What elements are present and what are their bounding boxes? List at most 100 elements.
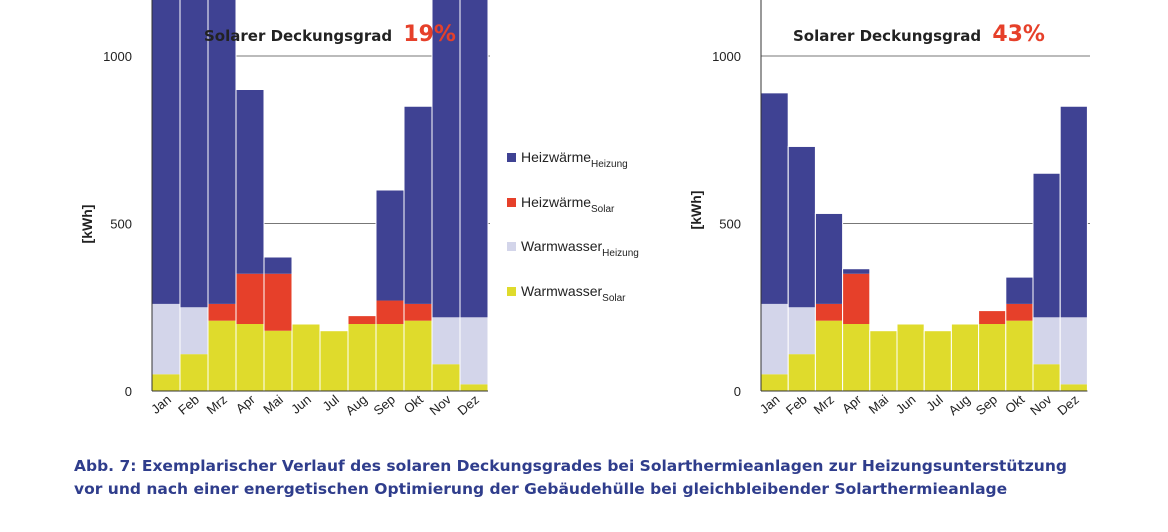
- bar-segment-warmwasser-solar: [320, 330, 348, 391]
- legend: HeizwärmeHeizung HeizwärmeSolar Warmwass…: [507, 149, 639, 304]
- bar-segment-warmwasser-heizung: [180, 307, 208, 355]
- bar-segment-warmwasser-solar: [348, 324, 376, 391]
- y-tick-label: 0: [734, 384, 741, 399]
- bar-segment-warmwasser-heizung: [1033, 317, 1061, 365]
- bar-segment-warmwasser-solar: [924, 330, 952, 391]
- legend-label: HeizwärmeSolar: [521, 194, 615, 215]
- bar-segment-warmwasser-solar: [404, 320, 432, 391]
- legend-label-sub: Heizung: [602, 248, 639, 259]
- bar-segment-warmwasser-solar: [152, 374, 180, 391]
- bar-segment-heizwaerme-solar: [842, 273, 870, 324]
- x-tick-label: Mrz: [204, 392, 230, 417]
- legend-label: HeizwärmeHeizung: [521, 149, 628, 170]
- bar-segment-warmwasser-solar: [376, 324, 404, 391]
- legend-label-base: Warmwasser: [521, 238, 602, 254]
- legend-item-heizwaerme-heizung: HeizwärmeHeizung: [507, 149, 628, 170]
- bar-segment-warmwasser-heizung: [460, 317, 488, 385]
- bar-segment-heizwaerme-heizung: [180, 0, 208, 308]
- bar-segment-warmwasser-solar: [432, 364, 460, 391]
- x-tick-label: Feb: [175, 392, 202, 418]
- legend-label-base: Heizwärme: [521, 194, 591, 210]
- chart-title-value: 43%: [992, 22, 1045, 47]
- bar-segment-warmwasser-solar: [460, 384, 488, 391]
- chart-title-text: Solarer Deckungsgrad: [793, 27, 981, 45]
- bar-segment-heizwaerme-heizung: [432, 0, 460, 318]
- x-tick-label: Apr: [839, 391, 865, 416]
- legend-label: WarmwasserHeizung: [521, 238, 639, 259]
- legend-label: WarmwasserSolar: [521, 283, 626, 304]
- y-tick-label: 500: [110, 217, 132, 232]
- bar-segment-warmwasser-solar: [951, 324, 979, 391]
- chart-title: Solarer Deckungsgrad 43%: [793, 22, 1045, 47]
- y-tick-label: 0: [125, 384, 132, 399]
- bar-segment-warmwasser-solar: [208, 320, 236, 391]
- bar-segment-warmwasser-heizung: [152, 303, 180, 375]
- legend-item-heizwaerme-solar: HeizwärmeSolar: [507, 194, 615, 215]
- bar-segment-warmwasser-solar: [788, 354, 816, 391]
- legend-label-sub: Solar: [602, 293, 626, 304]
- chart-right: 0500100015002000JanFebMrzAprMaiJunJulAug…: [688, 0, 1090, 418]
- x-tick-label: Mai: [866, 392, 892, 417]
- y-tick-label: 1000: [712, 49, 741, 64]
- legend-label-sub: Solar: [591, 204, 615, 215]
- chart-title: Solarer Deckungsgrad 19%: [204, 22, 456, 47]
- figure-caption: Abb. 7: Exemplarischer Verlauf des solar…: [74, 455, 1154, 501]
- caption-line-2: vor und nach einer energetischen Optimie…: [74, 480, 1008, 498]
- legend-swatch-heizwaerme-heizung: [507, 153, 516, 162]
- x-tick-label: Jan: [757, 392, 783, 417]
- x-tick-label: Feb: [783, 392, 810, 418]
- bar-segment-heizwaerme-heizung: [1060, 106, 1088, 318]
- legend-item-warmwasser-heizung: WarmwasserHeizung: [507, 238, 639, 259]
- y-axis-label: [kWh]: [688, 191, 704, 230]
- bar-segment-warmwasser-solar: [761, 374, 789, 391]
- chart-title-text: Solarer Deckungsgrad: [204, 27, 392, 45]
- x-tick-label: Dez: [455, 392, 482, 418]
- bar-segment-heizwaerme-heizung: [236, 89, 264, 274]
- legend-item-warmwasser-solar: WarmwasserSolar: [507, 283, 626, 304]
- caption-line-1: Abb. 7: Exemplarischer Verlauf des solar…: [74, 457, 1067, 475]
- bar-segment-warmwasser-solar: [1033, 364, 1061, 391]
- bar-segment-heizwaerme-solar: [348, 315, 376, 324]
- bar-segment-heizwaerme-heizung: [1033, 173, 1061, 318]
- legend-swatch-heizwaerme-solar: [507, 198, 516, 207]
- bar-segment-heizwaerme-solar: [208, 303, 236, 321]
- legend-swatch-warmwasser-solar: [507, 287, 516, 296]
- bar-segment-warmwasser-heizung: [432, 317, 460, 365]
- x-tick-label: Aug: [343, 392, 370, 418]
- bar-segment-heizwaerme-heizung: [815, 213, 843, 304]
- y-tick-label: 1000: [103, 49, 132, 64]
- y-tick-label: 500: [719, 217, 741, 232]
- legend-label-base: Warmwasser: [521, 283, 602, 299]
- x-tick-label: Jan: [148, 392, 174, 417]
- bar-segment-heizwaerme-heizung: [376, 190, 404, 301]
- x-tick-label: Okt: [1002, 392, 1027, 417]
- legend-swatch-warmwasser-heizung: [507, 242, 516, 251]
- bar-segment-warmwasser-solar: [815, 320, 843, 391]
- bar-segment-heizwaerme-solar: [815, 303, 843, 321]
- x-tick-label: Jul: [923, 392, 945, 414]
- bar-segment-warmwasser-solar: [978, 324, 1006, 391]
- bar-segment-heizwaerme-solar: [236, 273, 264, 324]
- x-tick-label: Mrz: [811, 392, 837, 417]
- x-tick-label: Jul: [320, 392, 342, 414]
- bar-segment-warmwasser-solar: [264, 330, 292, 391]
- x-tick-label: Okt: [401, 392, 426, 417]
- bar-segment-heizwaerme-heizung: [404, 106, 432, 304]
- bar-segment-warmwasser-solar: [236, 324, 264, 391]
- bar-segment-heizwaerme-solar: [404, 303, 432, 321]
- legend-label-base: Heizwärme: [521, 149, 591, 165]
- bar-segment-heizwaerme-heizung: [761, 92, 789, 304]
- bars-layer: [760, 92, 1088, 392]
- bar-segment-heizwaerme-heizung: [788, 146, 816, 308]
- bar-segment-heizwaerme-heizung: [842, 268, 870, 274]
- x-tick-label: Sep: [371, 392, 398, 418]
- x-tick-label: Sep: [973, 392, 1000, 418]
- bar-segment-warmwasser-solar: [1060, 384, 1088, 391]
- bar-segment-warmwasser-solar: [897, 324, 925, 391]
- bar-segment-heizwaerme-heizung: [152, 0, 180, 304]
- chart-left: 0500100015002000JanFebMrzAprMaiJunJulAug…: [79, 0, 490, 418]
- bar-segment-warmwasser-solar: [1005, 320, 1033, 391]
- bar-segment-warmwasser-solar: [869, 330, 897, 391]
- bar-segment-heizwaerme-solar: [978, 310, 1006, 324]
